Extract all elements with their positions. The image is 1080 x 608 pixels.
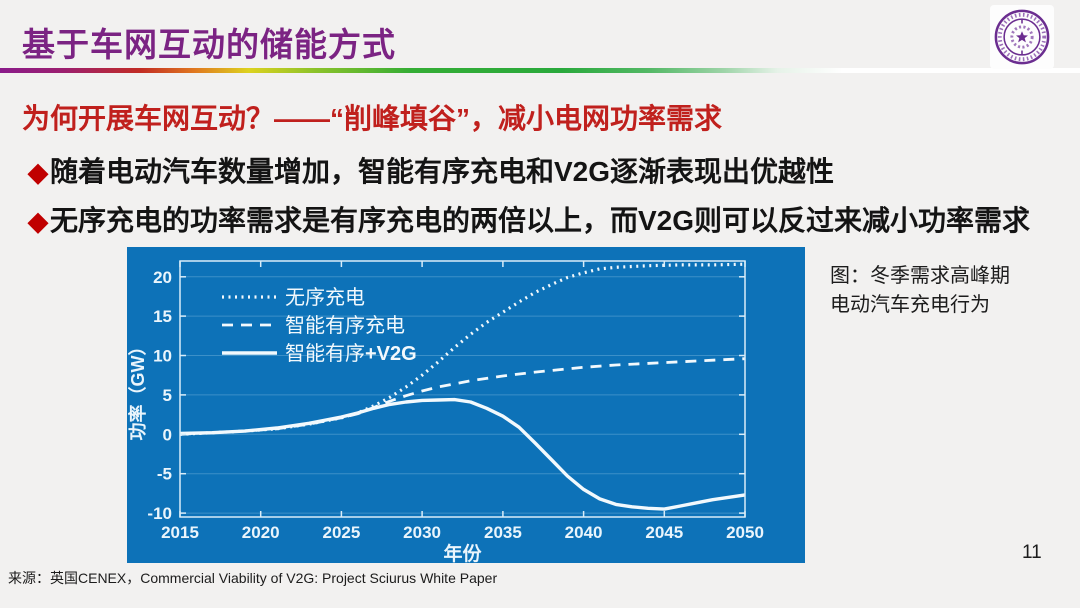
series-line-solid <box>179 397 746 511</box>
figure-caption: 图：冬季需求高峰期 电动汽车充电行为 <box>830 262 1010 320</box>
x-tick-label: 2025 <box>322 523 360 542</box>
series-line-dotted <box>179 262 746 436</box>
y-tick-label: -10 <box>147 504 172 523</box>
y-axis-label: 功率（GW） <box>127 338 148 441</box>
source-note: 来源：英国CENEX，Commercial Viability of V2G: … <box>8 570 498 586</box>
x-tick-label: 2045 <box>645 523 683 542</box>
rainbow-divider <box>0 68 1080 73</box>
x-axis-label: 年份 <box>443 542 482 563</box>
y-tick-label: 0 <box>163 425 172 444</box>
y-tick-label: 20 <box>153 268 172 287</box>
legend-label: 智能有序+V2G <box>285 342 417 365</box>
bullet-item: ◆随着电动汽车数量增加，智能有序充电和V2G逐渐表现出优越性 <box>28 150 834 190</box>
x-tick-label: 2050 <box>726 523 764 542</box>
x-tick-label: 2040 <box>565 523 603 542</box>
v2g-demand-chart: 2015 2020 2025 2030 2035 2040 2045 2050 -10 -5 0 5 1… <box>127 247 805 565</box>
bullet-text: 随着电动汽车数量增加，智能有序充电和V2G逐渐表现出优越性 <box>50 156 835 187</box>
bullet-text: 无序充电的功率需求是有序充电的两倍以上，而V2G则可以反过来减小功率需求 <box>50 205 1031 236</box>
y-tick-label: 15 <box>153 307 172 326</box>
series-line-dashed <box>179 357 746 436</box>
y-tick-label: -5 <box>157 465 172 484</box>
tsinghua-seal-icon <box>994 9 1050 65</box>
diamond-bullet-icon: ◆ <box>28 157 48 187</box>
plot-box <box>179 260 746 518</box>
chart-svg: 2015 2020 2025 2030 2035 2040 2045 2050-10-5051… <box>127 247 805 565</box>
legend-label: 无序充电 <box>285 286 365 309</box>
figure-caption-line1: 图：冬季需求高峰期 <box>830 265 1010 287</box>
x-tick-label: 2030 <box>403 523 441 542</box>
y-tick-label: 10 <box>153 347 172 366</box>
section-heading: 为何开展车网互动？——“削峰填谷”，减小电网功率需求 <box>22 103 723 134</box>
x-tick-label: 2015 <box>161 523 199 542</box>
bullet-item: ◆无序充电的功率需求是有序充电的两倍以上，而V2G则可以反过来减小功率需求 <box>28 199 1030 239</box>
tsinghua-logo <box>990 5 1054 69</box>
page-number: 11 <box>1022 542 1042 563</box>
figure-caption-line2: 电动汽车充电行为 <box>830 294 990 316</box>
page-title: 基于车网互动的储能方式 <box>22 26 396 63</box>
chart-background <box>127 247 805 563</box>
y-tick-label: 5 <box>163 386 172 405</box>
legend-label: 智能有序充电 <box>285 314 405 337</box>
diamond-bullet-icon: ◆ <box>28 206 48 236</box>
x-tick-label: 2020 <box>242 523 280 542</box>
x-tick-label: 2035 <box>484 523 522 542</box>
